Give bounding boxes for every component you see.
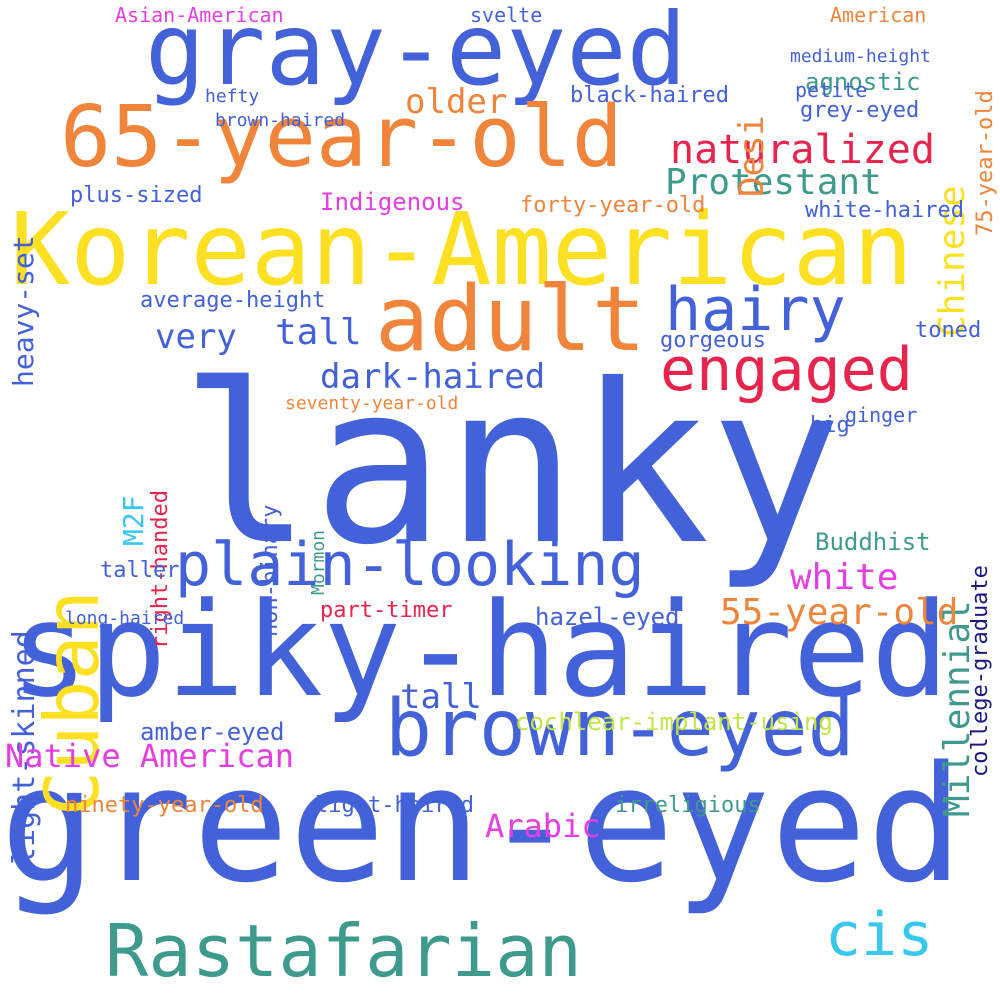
cloud-word: M2F (117, 495, 150, 546)
cloud-word: hazel-eyed (535, 603, 680, 631)
cloud-word: agnostic (805, 68, 921, 96)
cloud-word: gray-eyed (145, 0, 687, 108)
cloud-word: forty-year-old (520, 193, 706, 218)
cloud-word: grey-eyed (800, 98, 920, 123)
cloud-word: 75-year-old (973, 90, 998, 236)
cloud-word: big (810, 413, 850, 438)
cloud-word: taller (100, 558, 180, 583)
cloud-word: seventy-year-old (285, 393, 459, 414)
cloud-word: Mormon (308, 529, 329, 595)
cloud-word: part-timer (320, 598, 453, 623)
cloud-word: spiky-haired (10, 574, 950, 726)
cloud-word: Desi (732, 115, 772, 197)
cloud-word: adult (375, 267, 646, 372)
cloud-word: gorgeous (660, 328, 766, 353)
cloud-word: Protestant (665, 162, 882, 203)
cloud-word: non-binary (258, 504, 283, 637)
cloud-word: college-graduate (968, 565, 993, 777)
cloud-word: irreligious (615, 793, 761, 818)
cloud-word: tall (275, 312, 362, 353)
cloud-word: 65-year-old (60, 88, 623, 187)
cloud-word: brown-haired (215, 110, 346, 131)
cloud-word: white (790, 557, 899, 598)
cloud-word: cis (825, 900, 934, 970)
cloud-word: lanky (180, 337, 843, 593)
cloud-word: toned (915, 318, 982, 343)
cloud-word: Korean-American (10, 191, 914, 308)
cloud-word: petite (795, 78, 868, 102)
cloud-word: average-height (140, 288, 326, 313)
cloud-word: amber-eyed (140, 718, 285, 746)
cloud-word: plain-looking (175, 530, 645, 600)
cloud-word: black-haired (570, 83, 729, 108)
cloud-word: green-eyed (0, 731, 964, 918)
cloud-word: Indigenous (320, 188, 465, 216)
cloud-word: cochlear-implant-using (515, 708, 833, 736)
cloud-word: Rastafarian (105, 909, 582, 993)
cloud-word: plus-sized (70, 183, 203, 208)
cloud-word: engaged (660, 335, 913, 405)
cloud-word: 55-year-old (720, 592, 959, 633)
cloud-word: dark-haired (320, 357, 546, 397)
cloud-word: tall (400, 677, 482, 717)
cloud-word: Buddhist (815, 528, 931, 556)
cloud-word: brown-eyed (385, 684, 855, 774)
cloud-word: svelte (470, 3, 543, 27)
cloud-word: light-haired (315, 793, 474, 818)
cloud-word: Arabic (485, 807, 601, 845)
cloud-word: American (830, 3, 927, 27)
cloud-word: naturalized (670, 127, 935, 173)
cloud-word: older (405, 82, 508, 122)
cloud-word: heavy-set (7, 235, 40, 387)
cloud-word: very (155, 317, 237, 357)
cloud-word: medium-height (790, 46, 931, 67)
cloud-word: long-haired (65, 608, 185, 629)
cloud-word: hefty (205, 86, 260, 107)
cloud-word: Native American (5, 737, 294, 775)
cloud-word: ninety-year-old (65, 793, 264, 818)
cloud-word: white-haired (805, 198, 964, 223)
cloud-word: hairy (665, 275, 846, 345)
cloud-word: ginger (845, 403, 918, 427)
cloud-word: Asian-American (115, 3, 284, 27)
